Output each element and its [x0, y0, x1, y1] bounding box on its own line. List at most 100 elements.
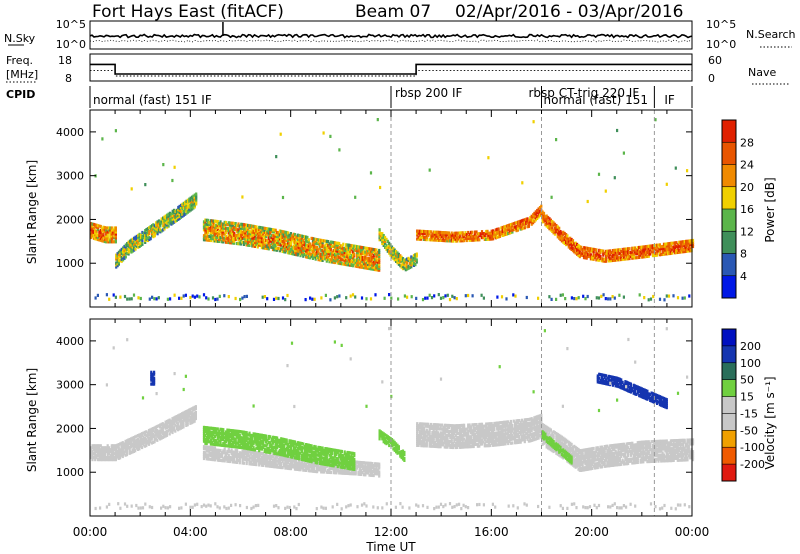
scatter-cell	[420, 229, 423, 233]
scatter-cell	[292, 442, 295, 446]
scatter-cell	[324, 458, 327, 462]
scatter-cell	[119, 456, 122, 460]
scatter-cell	[127, 246, 130, 250]
noise-cell	[500, 295, 504, 299]
nsearch-ytick-top: 10^5	[706, 18, 736, 31]
scatter-cell	[291, 453, 294, 457]
scatter-cell	[222, 228, 225, 232]
scatter-cell	[658, 243, 661, 247]
scatter-cell	[362, 250, 366, 254]
scatter-cell	[293, 467, 297, 471]
scatter-cell	[252, 448, 255, 452]
scatter-cell	[262, 439, 265, 444]
scatter-cell	[656, 249, 659, 253]
scatter-cell	[148, 235, 151, 240]
scatter-cell	[318, 242, 321, 246]
scatter-cell	[373, 468, 377, 472]
scatter-cell	[134, 241, 137, 245]
scatter-cell	[293, 238, 297, 243]
colorbar-tick-label: 24	[740, 159, 754, 172]
scatter-cell	[95, 446, 98, 450]
scatter-cell	[267, 247, 270, 251]
scatter-cell	[480, 230, 484, 234]
scatter-cell	[317, 464, 320, 468]
scatter-cell	[400, 263, 403, 267]
noise-cell	[471, 294, 474, 298]
scatter-cell	[291, 246, 294, 250]
scatter-cell	[313, 237, 316, 241]
scatter-cell	[126, 242, 129, 246]
scatter-cell	[375, 254, 378, 258]
scatter-cell	[287, 239, 290, 243]
scatter-cell	[101, 458, 104, 462]
scatter-cell	[300, 442, 303, 446]
noise-cell	[676, 296, 680, 300]
scatter-cell	[479, 234, 482, 238]
scatter-cell	[325, 457, 328, 461]
scatter-cell	[296, 251, 299, 255]
scatter-cell	[119, 251, 122, 255]
scatter-cell	[155, 229, 158, 233]
scatter-cell	[92, 222, 95, 227]
scatter-cell	[247, 433, 250, 437]
scatter-cell	[292, 440, 295, 444]
scatter-cell	[617, 258, 620, 262]
scatter-cell	[223, 224, 226, 228]
scatter-cell	[520, 227, 524, 231]
scatter-cell	[469, 238, 473, 242]
scatter-cell	[233, 227, 236, 231]
scatter-cell	[124, 249, 127, 253]
scatter-cell	[325, 451, 328, 455]
scatter-cell	[371, 255, 374, 259]
scatter-cell	[248, 243, 251, 247]
scatter-cell	[282, 437, 286, 442]
scatter-cell	[139, 243, 143, 247]
scatter-cell	[252, 230, 255, 234]
scatter-cell	[141, 240, 144, 244]
scatter-cell	[188, 197, 191, 201]
scatter-cell	[164, 430, 167, 434]
scatter-cell	[404, 266, 407, 270]
scatter-cell	[176, 424, 180, 428]
scatter-cell	[434, 238, 437, 242]
scatter-cell	[193, 195, 196, 199]
scatter-cell	[454, 231, 457, 235]
scatter-cell	[345, 467, 348, 471]
scatter-cell	[675, 241, 678, 245]
scatter-cell	[332, 248, 335, 253]
scatter-cell	[375, 252, 378, 256]
scatter-cell	[252, 226, 255, 230]
scatter-cell	[396, 253, 399, 257]
scatter-cell	[223, 432, 226, 436]
scatter-cell	[231, 456, 234, 460]
scatter-cell	[211, 235, 214, 239]
scatter-cell	[98, 452, 101, 456]
scatter-cell	[389, 247, 392, 251]
scatter-cell	[223, 440, 226, 444]
nsky-label: N.Sky	[4, 32, 36, 45]
scatter-cell	[314, 239, 317, 243]
scatter-cell	[265, 244, 268, 248]
scatter-cell	[368, 259, 371, 263]
scatter-cell	[428, 230, 431, 234]
scatter-cell	[204, 234, 207, 238]
scatter-cell	[292, 236, 295, 240]
scatter-cell	[284, 460, 287, 464]
scatter-cell	[259, 228, 262, 232]
scatter-cell	[267, 446, 270, 450]
scatter-cell	[242, 434, 246, 438]
scatter-cell	[487, 231, 490, 235]
scatter-cell	[113, 230, 116, 234]
scatter-cell	[139, 432, 142, 436]
scatter-cell	[249, 234, 252, 238]
scatter-cell	[650, 246, 653, 250]
scatter-cell	[346, 245, 349, 249]
scatter-cell	[253, 456, 257, 461]
scatter-cell	[603, 251, 606, 255]
scatter-cell	[669, 243, 672, 247]
scatter-cell	[153, 228, 156, 232]
scatter-cell	[209, 236, 212, 241]
scatter-cell	[636, 250, 639, 254]
scatter-cell	[548, 223, 551, 227]
scatter-cell	[219, 226, 222, 230]
